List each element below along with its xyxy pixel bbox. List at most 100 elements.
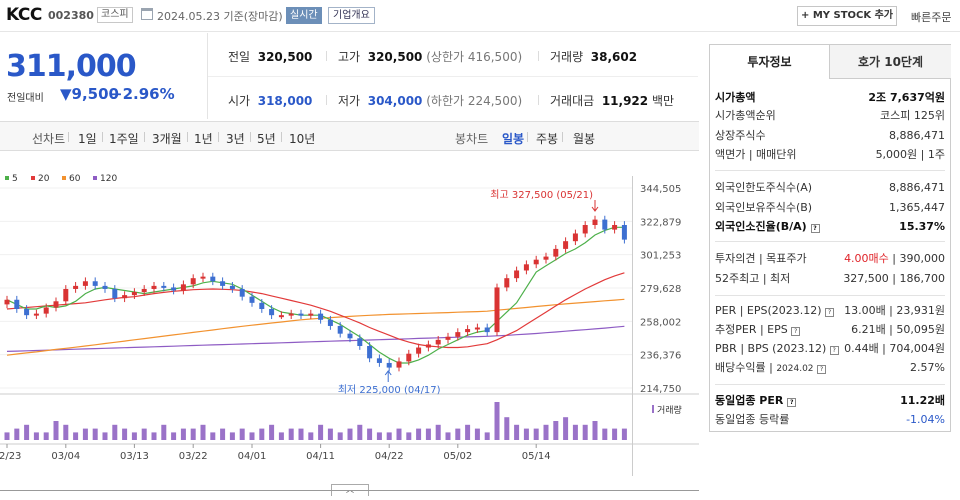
volume-bar xyxy=(621,428,627,440)
volume-bar xyxy=(327,428,333,440)
candle-body xyxy=(367,345,373,359)
period-3m[interactable]: 3개월 xyxy=(152,132,182,146)
candle-body xyxy=(102,285,108,289)
low-annotation: 최저 225,000 (04/17) xyxy=(338,384,441,396)
volume-bar xyxy=(24,424,30,440)
x-tick-label: 05/02 xyxy=(443,451,472,462)
candle-body xyxy=(504,278,510,288)
company-info-button[interactable]: 기업개요 xyxy=(328,7,375,24)
chart-toolbar: 선차트 1일 1주일 3개월 1년 3년 5년 10년 봉차트 일봉 주봉 월봉 xyxy=(0,121,699,151)
x-tick-label: 04/01 xyxy=(238,451,267,462)
volume-bar xyxy=(572,424,578,440)
sector-change-row: 동일업종 등락률 -1.04% xyxy=(715,413,945,426)
volume-bar xyxy=(425,428,431,440)
quick-order-link[interactable]: 빠른주문 xyxy=(911,11,952,24)
change-value: 9,500 xyxy=(71,85,119,103)
volume-bar xyxy=(190,428,196,440)
volume-bar xyxy=(445,432,451,440)
candle-monthly[interactable]: 월봉 xyxy=(573,132,596,146)
series-line-ma5 xyxy=(6,226,625,364)
candle-body xyxy=(523,264,529,271)
volume-bar xyxy=(259,428,265,440)
volume-bar xyxy=(504,417,510,440)
shares-row: 상장주식수 8,886,471 xyxy=(715,129,945,142)
volume-bar xyxy=(514,424,520,440)
candle-body xyxy=(612,225,618,230)
candle-body xyxy=(602,219,608,230)
volume-bar xyxy=(435,424,441,440)
divider xyxy=(326,95,327,105)
52week-row: 52주최고 | 최저 327,500 | 186,700 xyxy=(715,272,945,285)
foreign-ratio-row: 외국인소진율(B/A) ? 15.37% xyxy=(715,220,945,233)
candle-body xyxy=(445,336,451,340)
market-cap-row: 시가총액 2조 7,637억원 xyxy=(715,91,945,104)
x-tick-label: 04/22 xyxy=(375,451,404,462)
candle-body xyxy=(386,362,392,368)
candle-body xyxy=(24,309,30,316)
volume-bar xyxy=(43,432,49,440)
candle-body xyxy=(494,287,500,333)
foreign-limit-row: 외국인한도주식수(A) 8,886,471 xyxy=(715,181,945,194)
volume-bar xyxy=(131,432,137,440)
volume-bar xyxy=(102,432,108,440)
period-1y[interactable]: 1년 xyxy=(194,132,213,146)
volume-bar xyxy=(112,424,118,440)
volume-bar xyxy=(396,428,402,440)
candle-daily[interactable]: 일봉 xyxy=(502,132,525,146)
line-chart-label[interactable]: 선차트 xyxy=(32,132,66,146)
period-3y[interactable]: 3년 xyxy=(226,132,245,146)
legend-ma20: 20 xyxy=(31,174,49,184)
candle-body xyxy=(435,339,441,345)
volume-bar xyxy=(612,428,618,440)
volume-bar xyxy=(357,424,363,440)
volume-legend-marker xyxy=(652,405,654,413)
stock-name: KCC xyxy=(6,5,42,25)
volume-bar xyxy=(122,428,128,440)
tab-hoga[interactable]: 호가 10단계 xyxy=(830,45,951,79)
divider xyxy=(208,76,698,77)
candle-body xyxy=(553,248,559,257)
candle-body xyxy=(161,285,167,288)
candle-body xyxy=(455,332,461,337)
low-arrow-icon xyxy=(384,370,392,376)
volume-bar xyxy=(229,432,235,440)
volume-bar xyxy=(269,424,275,440)
tab-investment-info[interactable]: 투자정보 xyxy=(710,45,830,79)
y-tick-label: 301,253 xyxy=(640,251,681,262)
investment-info-panel: 투자정보 호가 10단계 시가총액 2조 7,637억원 시가총액순위 코스피 12… xyxy=(709,44,951,432)
period-1w[interactable]: 1주일 xyxy=(109,132,139,146)
volume-bar xyxy=(494,402,500,440)
candle-weekly[interactable]: 주봉 xyxy=(536,132,559,146)
info-icon: ? xyxy=(829,346,839,355)
volume-bar xyxy=(171,432,177,440)
period-1d[interactable]: 1일 xyxy=(78,132,97,146)
candle-body xyxy=(14,299,20,310)
dividend-row: 배당수익률 | 2024.02 ? 2.57% xyxy=(715,361,945,374)
stock-header: KCC 002380 코스피 2024.05.23 기준(장마감) 실시간 기업… xyxy=(0,0,960,32)
volume-bar xyxy=(523,428,529,440)
add-mystock-button[interactable]: + MY STOCK 추가 xyxy=(797,6,897,26)
divider xyxy=(0,490,699,491)
sector-per-row: 동일업종 PER ? 11.22배 xyxy=(715,394,945,407)
info-icon: ? xyxy=(791,327,801,336)
candle-body xyxy=(318,313,324,320)
candle-body xyxy=(73,285,79,289)
y-tick-label: 214,750 xyxy=(640,384,681,395)
open-price: 시가 318,000 xyxy=(228,94,313,108)
info-icon: ? xyxy=(825,308,835,317)
x-tick-label: 02/23 xyxy=(0,451,21,462)
candle-body xyxy=(259,302,265,310)
candle-body xyxy=(210,276,216,282)
volume-bar xyxy=(474,428,480,440)
base-date: 2024.05.23 기준(장마감) xyxy=(157,10,283,23)
candle-body xyxy=(269,309,275,316)
opinion-row: 투자의견 | 목표주가 4.00매수 | 390,000 xyxy=(715,252,945,265)
volume-bar xyxy=(455,428,461,440)
period-5y[interactable]: 5년 xyxy=(257,132,276,146)
candle-body xyxy=(572,233,578,242)
y-tick-label: 258,002 xyxy=(640,317,681,328)
period-10y[interactable]: 10년 xyxy=(289,132,316,146)
realtime-button[interactable]: 실시간 xyxy=(286,7,322,24)
price-chart[interactable]: 344,505 322,879 301,253 279,628 258,002 236,3… xyxy=(0,176,699,484)
volume-bar xyxy=(278,432,284,440)
